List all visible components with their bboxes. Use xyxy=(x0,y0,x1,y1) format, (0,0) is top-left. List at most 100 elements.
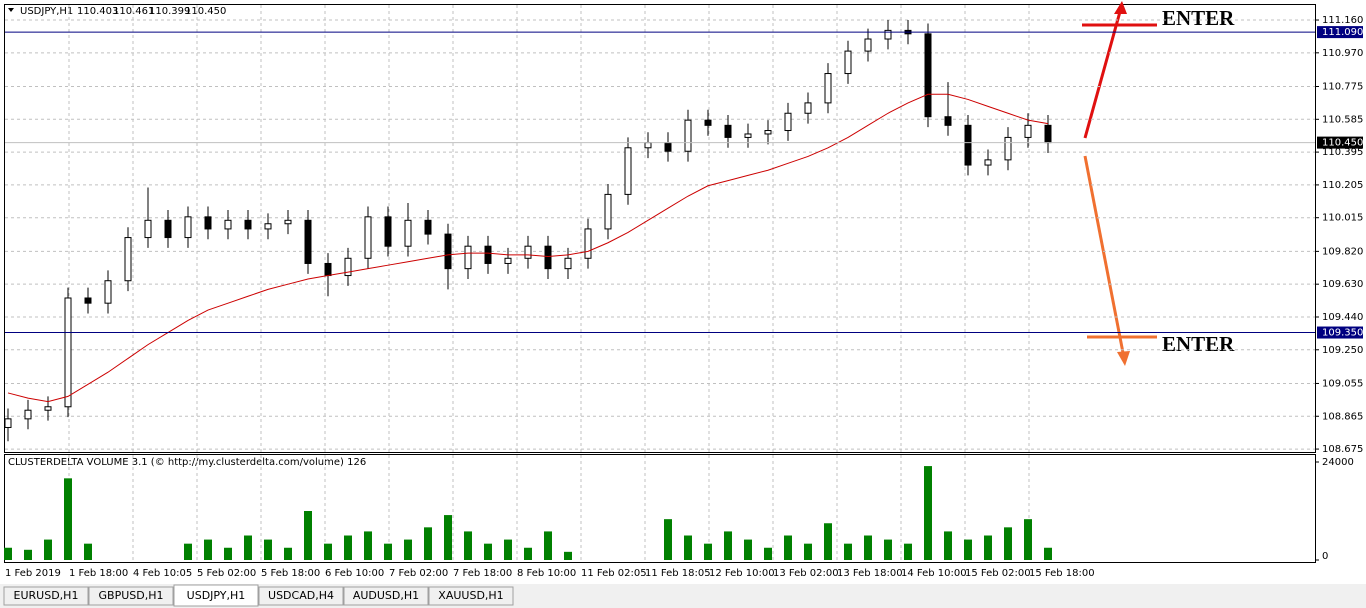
volume-bar xyxy=(744,539,752,560)
candle-body xyxy=(44,406,52,411)
volume-bar xyxy=(364,531,372,560)
candle-body xyxy=(1044,124,1052,144)
header-value: 110.403 xyxy=(77,6,118,17)
volume-bar xyxy=(564,551,572,560)
volume-bar xyxy=(684,535,692,560)
candle-body xyxy=(844,50,852,75)
candle-body xyxy=(824,73,832,104)
candle-body xyxy=(304,219,312,264)
candle-body xyxy=(204,216,212,230)
volume-bar xyxy=(544,531,552,560)
main-frame xyxy=(4,4,1316,453)
candle-body xyxy=(684,119,692,152)
volume-bar xyxy=(1024,519,1032,560)
candle-body xyxy=(764,130,772,135)
candle-body xyxy=(144,219,152,239)
header-value: 110.399 xyxy=(149,6,190,17)
x-tick-label: 11 Feb 02:05 xyxy=(581,568,647,579)
y-tick-label: 0 xyxy=(1322,551,1328,562)
volume-bar xyxy=(924,466,932,560)
candle-body xyxy=(364,216,372,259)
volume-bar xyxy=(304,511,312,560)
volume-bar xyxy=(384,543,392,560)
tab-label[interactable]: GBPUSD,H1 xyxy=(99,589,164,602)
candle-body xyxy=(944,116,952,126)
volume-bar xyxy=(464,531,472,560)
candle-body xyxy=(544,245,552,270)
tab[interactable] xyxy=(3,586,89,606)
header-value: 110.461 xyxy=(113,6,154,17)
candle-body xyxy=(264,223,272,230)
candle-body xyxy=(644,142,652,149)
candle-body xyxy=(884,29,892,40)
candle-body xyxy=(524,245,532,259)
tab-label[interactable]: AUDUSD,H1 xyxy=(353,589,419,602)
candle-body xyxy=(444,233,452,270)
candle-body xyxy=(424,219,432,235)
candle-body xyxy=(584,228,592,259)
x-tick-label: 5 Feb 18:00 xyxy=(261,568,320,579)
arrowhead xyxy=(1117,351,1130,366)
volume-bar xyxy=(184,543,192,560)
candle-body xyxy=(784,112,792,132)
volume-bar xyxy=(344,535,352,560)
tab[interactable] xyxy=(173,584,259,607)
volume-bar xyxy=(704,543,712,560)
volume-bar xyxy=(1004,527,1012,560)
volume-bar xyxy=(904,543,912,560)
candle-body xyxy=(24,409,32,420)
x-tick-label: 15 Feb 18:00 xyxy=(1029,568,1095,579)
x-tick-label: 8 Feb 10:00 xyxy=(517,568,576,579)
y-tick-label: 109.440 xyxy=(1322,312,1363,323)
volume-bar xyxy=(804,543,812,560)
volume-bar xyxy=(944,531,952,560)
tab-label[interactable]: XAUUSD,H1 xyxy=(438,589,503,602)
volume-bar xyxy=(1044,547,1052,560)
volume-bar xyxy=(284,547,292,560)
tab-label[interactable]: USDJPY,H1 xyxy=(187,589,246,602)
candle-body xyxy=(804,102,812,114)
x-tick-label: 13 Feb 18:00 xyxy=(837,568,903,579)
tab-label[interactable]: EURUSD,H1 xyxy=(14,589,79,602)
x-tick-label: 6 Feb 10:00 xyxy=(325,568,384,579)
x-tick-label: 11 Feb 18:05 xyxy=(645,568,711,579)
volume-bar xyxy=(264,539,272,560)
y-tick-label: 110.205 xyxy=(1322,180,1363,191)
symbol-label: USDJPY,H1 xyxy=(20,6,73,17)
y-tick-label: 24000 xyxy=(1322,457,1354,468)
candle-body xyxy=(224,219,232,230)
y-tick-label: 110.775 xyxy=(1322,81,1363,92)
level-box xyxy=(1317,26,1363,39)
candle-body xyxy=(1024,124,1032,138)
x-tick-label: 1 Feb 18:00 xyxy=(69,568,128,579)
candle-body xyxy=(104,280,112,304)
y-tick-label: 108.865 xyxy=(1322,411,1363,422)
y-tick-label: 109.250 xyxy=(1322,345,1363,356)
tab-label[interactable]: USDCAD,H4 xyxy=(268,589,334,602)
enter-arrow-down xyxy=(1083,155,1126,359)
tab[interactable] xyxy=(258,586,344,606)
volume-bar xyxy=(884,539,892,560)
volume-bar xyxy=(424,527,432,560)
tab[interactable] xyxy=(428,586,514,606)
y-tick-label: 109.630 xyxy=(1322,279,1363,290)
candle-body xyxy=(704,119,712,126)
candle-body xyxy=(84,297,92,304)
candle-body xyxy=(744,133,752,138)
enter-label: ENTER xyxy=(1162,332,1235,356)
x-tick-label: 7 Feb 02:00 xyxy=(389,568,448,579)
volume-bar xyxy=(4,547,12,560)
candle-body xyxy=(244,219,252,230)
tab[interactable] xyxy=(343,586,429,606)
volume-bar xyxy=(844,543,852,560)
menu-arrow[interactable] xyxy=(8,8,14,12)
tab[interactable] xyxy=(88,586,174,606)
candle-body xyxy=(164,219,172,239)
candle-body xyxy=(864,38,872,52)
candle-body xyxy=(724,124,732,138)
volume-bar xyxy=(224,547,232,560)
enter-label: ENTER xyxy=(1162,6,1235,30)
candle-body xyxy=(464,245,472,270)
y-tick-label: 110.015 xyxy=(1322,213,1363,224)
